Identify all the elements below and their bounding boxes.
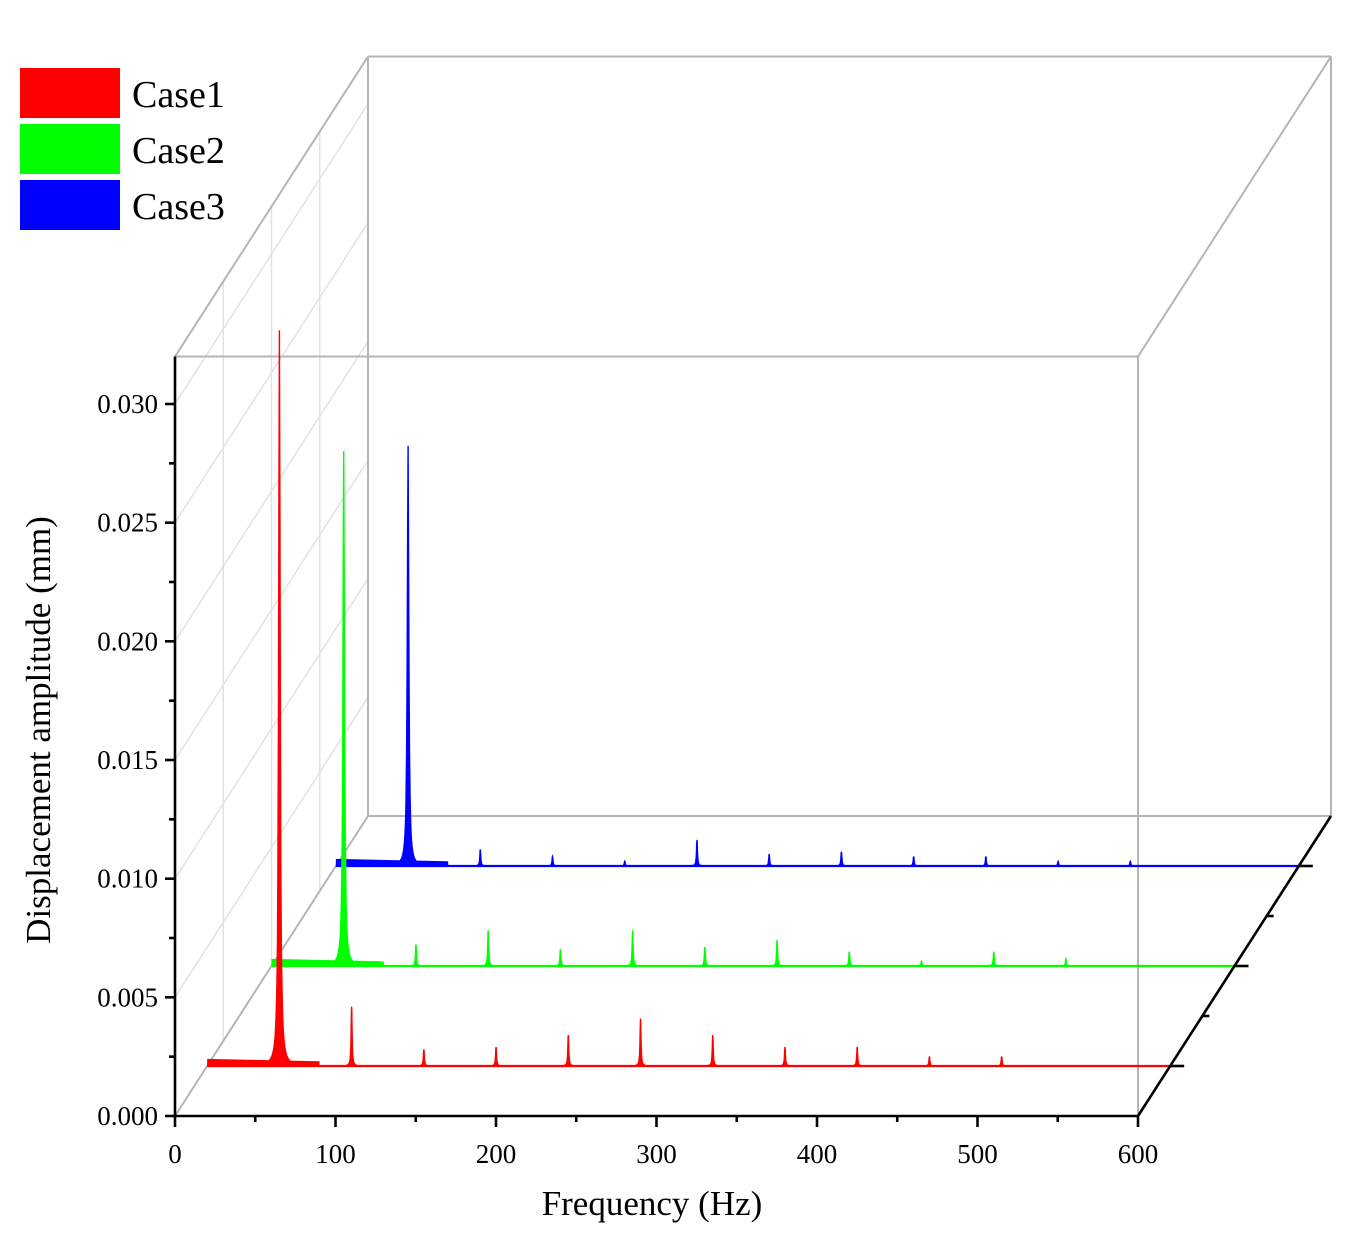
series-peak	[474, 849, 486, 867]
series-peak	[908, 856, 920, 867]
series-peak	[691, 839, 703, 867]
series-peak	[635, 1018, 646, 1067]
series-peak	[482, 930, 494, 967]
y-tick-label: 0.005	[97, 982, 158, 1012]
series-peak	[988, 951, 1000, 967]
series-peak	[923, 1056, 935, 1067]
y-tick-label: 0.020	[97, 626, 158, 656]
series-peak	[763, 853, 775, 867]
series-peak	[619, 859, 631, 867]
series-peak	[699, 946, 711, 967]
legend-label-case3: Case3	[132, 186, 225, 228]
series-skirt	[335, 858, 449, 866]
series-peak	[554, 949, 566, 967]
series-peak	[346, 1006, 358, 1067]
axes: 0.000 0.005 0.010 0.015 0.020 0.025 0.030 0 100 2…	[97, 356, 1333, 1169]
series-layer	[207, 330, 1299, 1068]
x-axis-title: Frequency (Hz)	[542, 1184, 763, 1223]
series-peak	[328, 450, 359, 967]
legend-label-case2: Case2	[132, 130, 225, 172]
series-peak	[1052, 859, 1064, 867]
series-peak	[562, 1035, 574, 1067]
legend-swatch-case2	[20, 124, 120, 174]
x-tick-label: 200	[476, 1139, 517, 1169]
box-edge	[174, 55, 369, 358]
y-tick-label: 0.030	[97, 389, 158, 419]
x-tick-label: 300	[636, 1139, 677, 1169]
series-peak	[771, 939, 783, 967]
y-tick-label: 0.000	[97, 1101, 158, 1131]
series-peak	[410, 944, 422, 967]
series-peak	[490, 1046, 502, 1067]
series-case3	[335, 445, 1299, 868]
series-peak	[1124, 860, 1136, 867]
series-case1	[207, 330, 1171, 1068]
series-peak	[707, 1035, 719, 1067]
series-skirt	[207, 1058, 320, 1066]
legend: Case1 Case2 Case3	[20, 68, 225, 230]
y-tick-label: 0.010	[97, 864, 158, 894]
y-tick-label: 0.015	[97, 745, 158, 775]
series-peak	[843, 951, 855, 967]
series-peak	[392, 445, 424, 867]
x-tick-label: 100	[315, 1139, 356, 1169]
x-tick-label: 600	[1118, 1139, 1159, 1169]
x-tick-label: 400	[797, 1139, 838, 1169]
series-peak	[980, 856, 992, 867]
y-axis-title: Displacement amplitude (mm)	[19, 516, 58, 944]
box-edge	[1137, 55, 1332, 358]
legend-label-case1: Case1	[132, 74, 225, 116]
series-peak	[835, 851, 847, 867]
x-tick-label: 500	[957, 1139, 998, 1169]
x-tick-label: 0	[168, 1139, 182, 1169]
series-peak	[418, 1049, 430, 1067]
series-peak	[264, 330, 295, 1067]
series-peak	[916, 959, 927, 967]
legend-swatch-case1	[20, 68, 120, 118]
series-peak	[1060, 956, 1072, 967]
y-tick-label: 0.025	[97, 508, 158, 538]
series-peak	[996, 1056, 1008, 1067]
series-skirt	[271, 958, 384, 966]
legend-swatch-case3	[20, 180, 120, 230]
grid-layer	[174, 103, 369, 1041]
series-peak	[779, 1046, 791, 1067]
series-peak	[851, 1046, 863, 1067]
series-peak	[627, 930, 639, 967]
series-case2	[271, 450, 1235, 968]
series-peak	[547, 853, 558, 867]
